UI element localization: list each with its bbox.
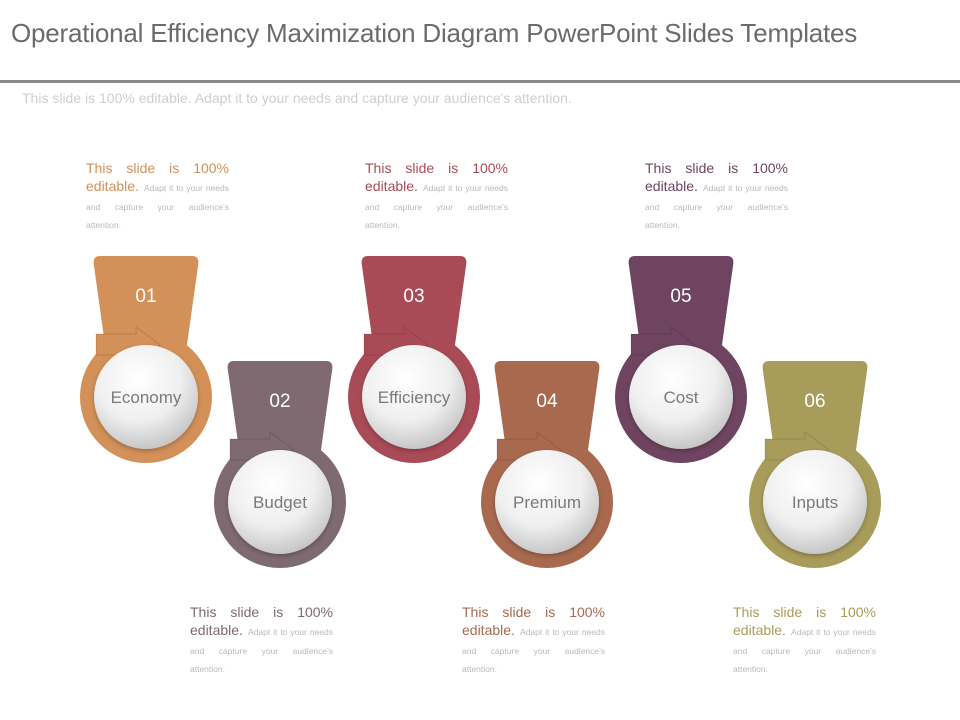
note-6: This slide is 100% editable. Adapt it to… [733,604,876,678]
slide-title: Operational Efficiency Maximization Diag… [11,18,858,48]
step-6: 06 Inputs [749,361,881,568]
step-2-tab [227,361,333,457]
note-4-body: Adapt it to your needs and capture your … [462,627,605,675]
note-5-lead: This slide is 100% editable. [645,160,788,195]
step-5-disc [629,345,733,449]
step-3-label: Efficiency [378,388,451,407]
step-6-disc [763,450,867,554]
step-4-number: 04 [536,391,558,412]
note-6-body: Adapt it to your needs and capture your … [733,627,876,675]
step-2-number: 02 [269,391,290,412]
step-6-label: Inputs [792,493,838,512]
step-5-label: Cost [664,388,699,407]
step-5: 05 Cost [615,256,747,463]
step-3-number: 03 [403,286,424,307]
note-6-lead: This slide is 100% editable. [733,604,876,639]
step-1-disc [94,345,198,449]
step-4-label: Premium [513,493,581,512]
note-4-lead: This slide is 100% editable. [462,604,605,639]
note-2-body: Adapt it to your needs and capture your … [190,627,333,675]
step-1: 01 Economy [80,256,212,463]
step-1-number: 01 [135,286,156,307]
title-divider [0,80,960,83]
step-4: 04 Premium [481,361,613,568]
step-2-disc [228,450,332,554]
step-3: 03 Efficiency [348,256,480,463]
step-3-disc [362,345,466,449]
note-5: This slide is 100% editable. Adapt it to… [645,160,788,234]
note-2: This slide is 100% editable. Adapt it to… [190,604,333,678]
step-6-number: 06 [804,391,825,412]
step-6-tab [762,361,868,457]
step-4-tab [494,361,600,457]
note-1-lead: This slide is 100% editable. [86,160,229,195]
note-1: This slide is 100% editable. Adapt it to… [86,160,229,234]
note-2-lead: This slide is 100% editable. [190,604,333,639]
note-1-body: Adapt it to your needs and capture your … [86,183,229,231]
step-4-disc [495,450,599,554]
note-3: This slide is 100% editable. Adapt it to… [365,160,508,234]
step-2-label: Budget [253,493,307,512]
note-3-body: Adapt it to your needs and capture your … [365,183,508,231]
note-5-body: Adapt it to your needs and capture your … [645,183,788,231]
step-2: 02 Budget [214,361,346,568]
note-3-lead: This slide is 100% editable. [365,160,508,195]
step-1-label: Economy [111,388,182,407]
step-5-tab [628,256,734,352]
slide-subtitle: This slide is 100% editable. Adapt it to… [22,90,572,106]
step-1-tab [93,256,199,352]
step-3-tab [361,256,467,352]
step-5-number: 05 [670,286,691,307]
note-4: This slide is 100% editable. Adapt it to… [462,604,605,678]
